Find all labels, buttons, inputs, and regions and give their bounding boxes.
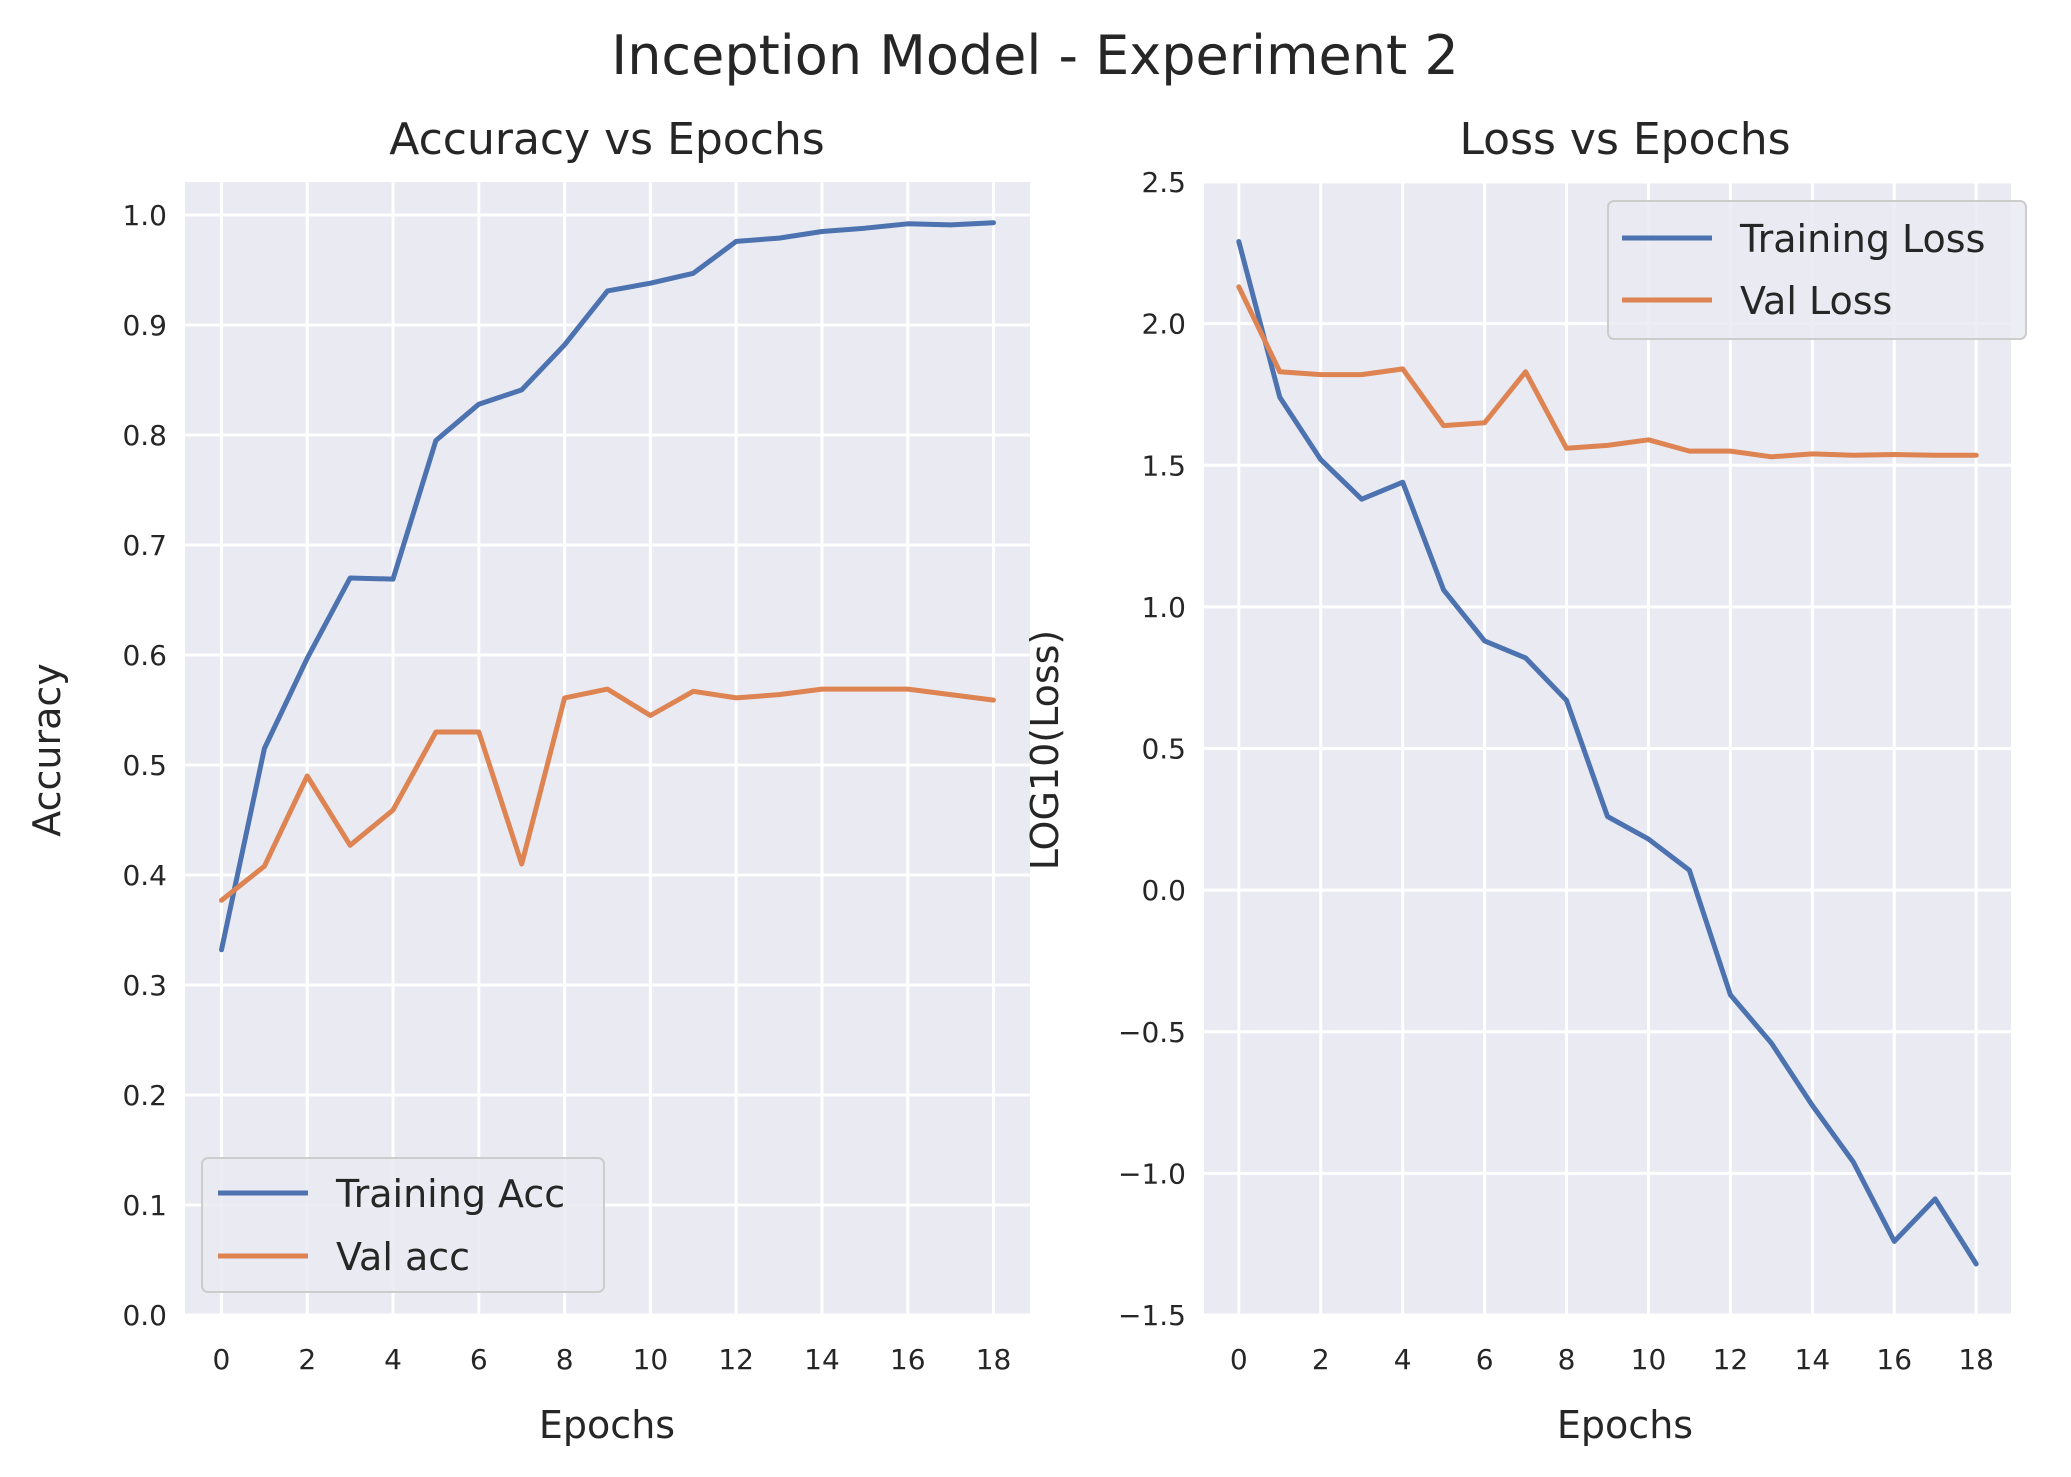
accuracy-plot-area	[185, 182, 1030, 1315]
accuracy-x-tick-label: 18	[976, 1343, 1012, 1376]
loss-x-tick-label: 18	[1958, 1343, 1994, 1376]
accuracy-x-tick-label: 6	[470, 1343, 488, 1376]
loss-x-tick-label: 10	[1631, 1343, 1667, 1376]
loss-x-tick-label: 12	[1713, 1343, 1749, 1376]
loss-legend: Training Loss Val Loss	[1608, 201, 2026, 339]
loss-y-tick-label: 1.5	[1141, 449, 1186, 482]
loss-x-tick-label: 8	[1558, 1343, 1576, 1376]
accuracy-y-tick-label: 0.8	[122, 419, 167, 452]
legend-label-val-acc: Val acc	[336, 1235, 470, 1279]
loss-y-tick-label: 0.0	[1141, 874, 1186, 907]
figure-title: Inception Model - Experiment 2	[611, 24, 1458, 87]
accuracy-y-tick-label: 0.7	[122, 529, 167, 562]
accuracy-y-tick-label: 0.2	[122, 1079, 167, 1112]
accuracy-y-tick-label: 0.1	[122, 1189, 167, 1222]
loss-x-axis-label: Epochs	[1557, 1403, 1693, 1447]
loss-y-axis-label: LOG10(Loss)	[1023, 630, 1067, 871]
loss-x-ticks: 0 2 4 6 8 10 12 14 16 18	[1230, 1343, 1994, 1376]
accuracy-y-tick-label: 1.0	[122, 199, 167, 232]
accuracy-y-axis-label: Accuracy	[25, 663, 69, 837]
loss-chart-title: Loss vs Epochs	[1459, 114, 1790, 165]
loss-y-tick-label: 1.0	[1141, 591, 1186, 624]
accuracy-panel: 0 2 4 6 8 10 12 14 16 18 0.0 0.1 0.2 0.3 0.4 0.5 0.6 0.7…	[25, 114, 1030, 1447]
legend-label-val-loss: Val Loss	[1740, 279, 1892, 323]
loss-x-tick-label: 2	[1312, 1343, 1330, 1376]
accuracy-x-ticks: 0 2 4 6 8 10 12 14 16 18	[213, 1343, 1012, 1376]
accuracy-y-tick-label: 0.0	[122, 1299, 167, 1332]
accuracy-x-axis-label: Epochs	[539, 1403, 675, 1447]
accuracy-legend: Training Acc Val acc	[202, 1158, 604, 1292]
accuracy-y-tick-label: 0.4	[122, 859, 167, 892]
loss-y-tick-label: 2.0	[1141, 308, 1186, 341]
loss-y-tick-label: 2.5	[1141, 166, 1186, 199]
loss-panel: 0 2 4 6 8 10 12 14 16 18 −1.5 −1.0 −0.5 0.0 0.5 1.0 1.5…	[1023, 114, 2026, 1447]
accuracy-x-tick-label: 4	[384, 1343, 402, 1376]
accuracy-y-tick-label: 0.5	[122, 749, 167, 782]
accuracy-y-tick-label: 0.9	[122, 309, 167, 342]
accuracy-x-tick-label: 0	[213, 1343, 231, 1376]
loss-x-tick-label: 0	[1230, 1343, 1248, 1376]
accuracy-x-tick-label: 10	[633, 1343, 669, 1376]
accuracy-x-tick-label: 12	[718, 1343, 754, 1376]
loss-x-tick-label: 16	[1876, 1343, 1912, 1376]
legend-label-training-loss: Training Loss	[1739, 217, 1985, 261]
loss-y-ticks: −1.5 −1.0 −0.5 0.0 0.5 1.0 1.5 2.0 2.5	[1118, 166, 1186, 1332]
accuracy-y-tick-label: 0.3	[122, 969, 167, 1002]
legend-label-training-acc: Training Acc	[335, 1172, 565, 1216]
accuracy-x-tick-label: 8	[556, 1343, 574, 1376]
accuracy-x-tick-label: 2	[298, 1343, 316, 1376]
loss-y-tick-label: −1.0	[1118, 1157, 1186, 1190]
loss-x-tick-label: 14	[1795, 1343, 1831, 1376]
loss-x-tick-label: 4	[1394, 1343, 1412, 1376]
loss-y-tick-label: 0.5	[1141, 733, 1186, 766]
accuracy-x-tick-label: 16	[890, 1343, 926, 1376]
loss-x-tick-label: 6	[1476, 1343, 1494, 1376]
loss-y-tick-label: −0.5	[1118, 1016, 1186, 1049]
accuracy-y-ticks: 0.0 0.1 0.2 0.3 0.4 0.5 0.6 0.7 0.8 0.9 1.0	[122, 199, 167, 1332]
accuracy-y-tick-label: 0.6	[122, 639, 167, 672]
loss-y-tick-label: −1.5	[1118, 1299, 1186, 1332]
accuracy-x-tick-label: 14	[804, 1343, 840, 1376]
accuracy-chart-title: Accuracy vs Epochs	[389, 114, 824, 165]
